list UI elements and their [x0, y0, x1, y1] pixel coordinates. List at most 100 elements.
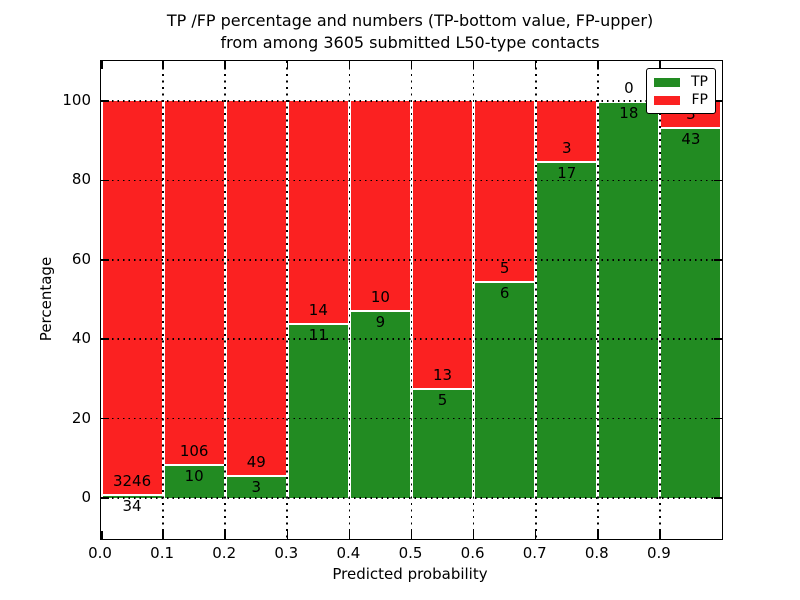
v-gridline: [162, 61, 164, 539]
y-tick-label: 20: [71, 408, 91, 427]
tp-count-label: 18: [619, 104, 639, 122]
x-tick-mark: [286, 61, 289, 69]
fp-swatch-icon: [654, 95, 680, 105]
x-tick-mark: [101, 61, 103, 69]
x-tick-mark: [659, 61, 661, 69]
x-tick-mark: [348, 61, 351, 69]
bar-segment-fp: [102, 101, 162, 494]
x-tick-label: 0.1: [150, 544, 175, 562]
x-tick-mark: [534, 61, 537, 69]
bar-segment-fp: [475, 101, 535, 282]
tp-count-label: 3: [251, 478, 262, 497]
tp-count-label: 17: [557, 163, 577, 182]
v-gridline: [472, 61, 475, 539]
x-tick-label: 0.9: [646, 544, 671, 562]
bar-segment-fp: [226, 101, 286, 476]
y-tick-mark: [714, 497, 722, 499]
tp-count-label: 43: [681, 129, 701, 148]
y-tick-mark: [101, 259, 109, 261]
y-tick-mark: [714, 100, 722, 102]
legend-entry-tp: TP: [654, 75, 708, 89]
v-gridline: [659, 61, 661, 539]
fp-count-label: 14: [308, 301, 328, 320]
x-tick-mark: [162, 531, 164, 539]
x-tick-mark: [410, 61, 413, 69]
x-tick-label: 0.2: [212, 544, 237, 562]
v-gridline: [348, 61, 351, 539]
fp-count-label: 3: [561, 138, 572, 157]
y-tick-label: 0: [81, 488, 91, 506]
bar-segment-tp: [164, 463, 224, 498]
y-tick-mark: [101, 417, 109, 420]
x-tick-mark: [472, 61, 475, 69]
y-tick-label: 60: [71, 249, 91, 268]
y-tick-mark: [714, 417, 722, 420]
x-tick-mark: [101, 531, 103, 539]
x-tick-mark: [597, 531, 599, 539]
v-gridline: [224, 61, 227, 539]
tp-count-label: 9: [375, 312, 386, 331]
y-tick-label: 40: [71, 329, 91, 348]
x-tick-label: 0.3: [274, 544, 299, 562]
x-tick-mark: [472, 531, 475, 539]
tp-count-label: 34: [122, 496, 142, 515]
y-tick-mark: [101, 100, 109, 102]
x-tick-label: 0.5: [398, 544, 423, 562]
bar-segment-fp: [288, 101, 348, 324]
chart-title-line2: from among 3605 submitted L50-type conta…: [220, 32, 600, 52]
tp-count-label: 6: [499, 284, 510, 303]
fp-count-label: 106: [179, 441, 209, 460]
x-tick-mark: [286, 531, 289, 539]
bar-segment-tp: [350, 309, 410, 498]
x-tick-mark: [597, 61, 599, 69]
tp-swatch-icon: [654, 77, 680, 87]
x-tick-label: 0.8: [584, 544, 609, 562]
x-tick-mark: [348, 531, 351, 539]
bar-segment-fp: [537, 101, 597, 161]
y-tick-mark: [101, 179, 109, 182]
bar-segment-tp: [599, 101, 659, 498]
x-tick-mark: [534, 531, 537, 539]
tp-count-label: 5: [437, 390, 448, 409]
tp-count-label: 11: [308, 326, 328, 345]
y-tick-label: 80: [71, 170, 91, 189]
v-gridline: [410, 61, 413, 539]
legend-label-fp: FP: [691, 92, 709, 108]
bar-segment-tp: [537, 160, 597, 498]
fp-count-label: 3246: [112, 471, 152, 490]
x-axis-label: Predicted probability: [332, 565, 488, 583]
tp-count-label: 10: [184, 466, 204, 485]
chart-title: TP /FP percentage and numbers (TP-bottom…: [167, 10, 653, 53]
fp-count-label: 5: [499, 259, 510, 278]
fp-count-label: 49: [246, 453, 266, 472]
x-tick-label: 0.7: [522, 544, 547, 562]
x-tick-label: 0.0: [88, 544, 112, 562]
x-tick-mark: [659, 531, 661, 539]
x-tick-mark: [224, 61, 226, 69]
v-gridline: [534, 61, 537, 539]
legend: TP FP: [646, 68, 716, 114]
v-gridline: [596, 61, 599, 539]
v-gridline: [286, 61, 289, 539]
bar-segment-tp: [661, 126, 721, 498]
bar-segment-fp: [413, 101, 473, 388]
y-tick-label: 100: [62, 91, 91, 109]
x-tick-mark: [410, 531, 413, 539]
fp-count-label: 0: [624, 79, 634, 97]
legend-label-tp: TP: [691, 74, 708, 90]
bar-segment-fp: [350, 101, 410, 310]
bar-segment-tp: [102, 493, 162, 498]
x-tick-label: 0.4: [336, 544, 361, 562]
fp-count-label: 13: [433, 365, 453, 384]
y-tick-mark: [101, 497, 109, 499]
bar-segment-tp: [288, 323, 348, 498]
fp-count-label: 10: [370, 287, 390, 306]
chart-title-line1: TP /FP percentage and numbers (TP-bottom…: [166, 11, 654, 30]
bar-segment-tp: [413, 387, 473, 498]
x-tick-mark: [162, 61, 164, 69]
y-tick-mark: [714, 179, 722, 182]
bar-segment-tp: [226, 475, 286, 498]
y-tick-mark: [714, 259, 722, 261]
y-tick-mark: [714, 338, 722, 340]
